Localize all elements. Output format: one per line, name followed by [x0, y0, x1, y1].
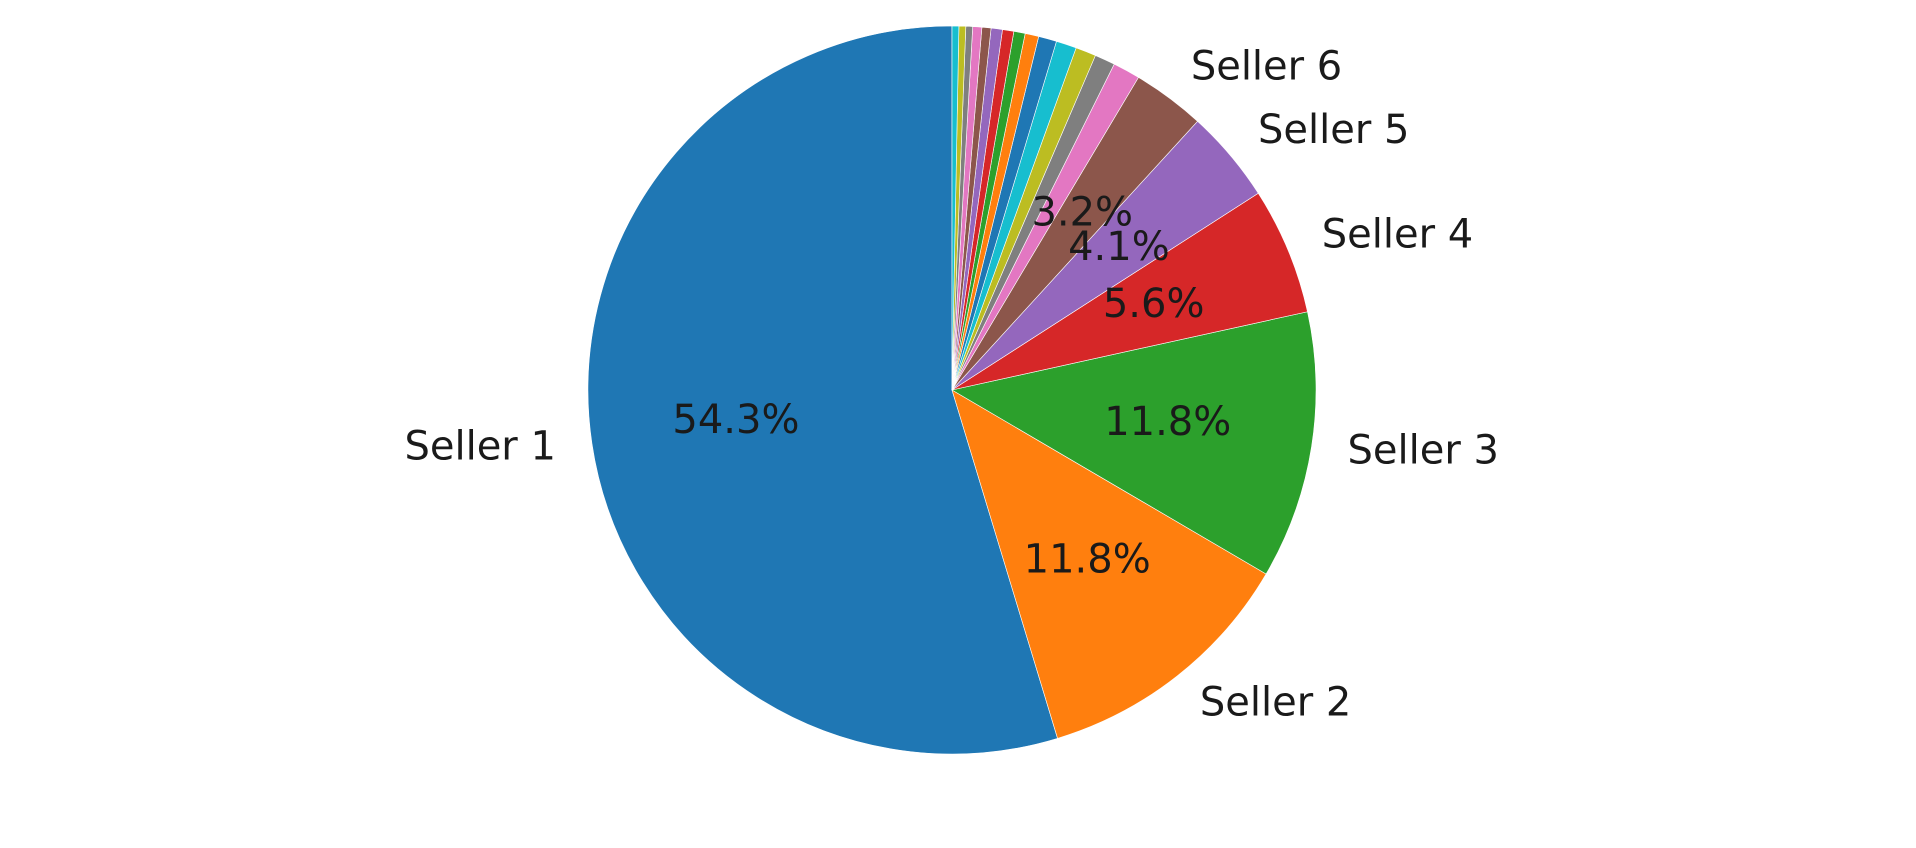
pie-slice-1 [587, 25, 1058, 755]
slice-label-3: Seller 3 [1348, 427, 1499, 473]
slice-label-1: Seller 1 [404, 424, 555, 470]
slice-percent-4: 5.6% [1103, 281, 1205, 327]
slice-percent-5: 4.1% [1068, 224, 1170, 270]
slice-label-6: Seller 6 [1191, 44, 1342, 90]
pie-slice-2 [951, 389, 1267, 739]
slice-percent-3: 11.8% [1104, 399, 1231, 445]
pie-slice-3 [951, 311, 1317, 575]
pie-slice-4 [951, 192, 1308, 391]
slice-percent-6: 3.2% [1031, 190, 1133, 236]
labels-layer: Seller 1 Seller 2 Seller 3 Seller 4 Seller 5… [404, 44, 1498, 726]
slice-label-2: Seller 2 [1200, 679, 1351, 725]
slice-label-4: Seller 4 [1322, 211, 1473, 257]
slices-layer [587, 25, 1317, 755]
slice-percent-1: 54.3% [672, 397, 799, 443]
slice-label-5: Seller 5 [1258, 107, 1409, 153]
pie-slice-20 [951, 25, 960, 391]
slice-percent-2: 11.8% [1024, 537, 1151, 583]
